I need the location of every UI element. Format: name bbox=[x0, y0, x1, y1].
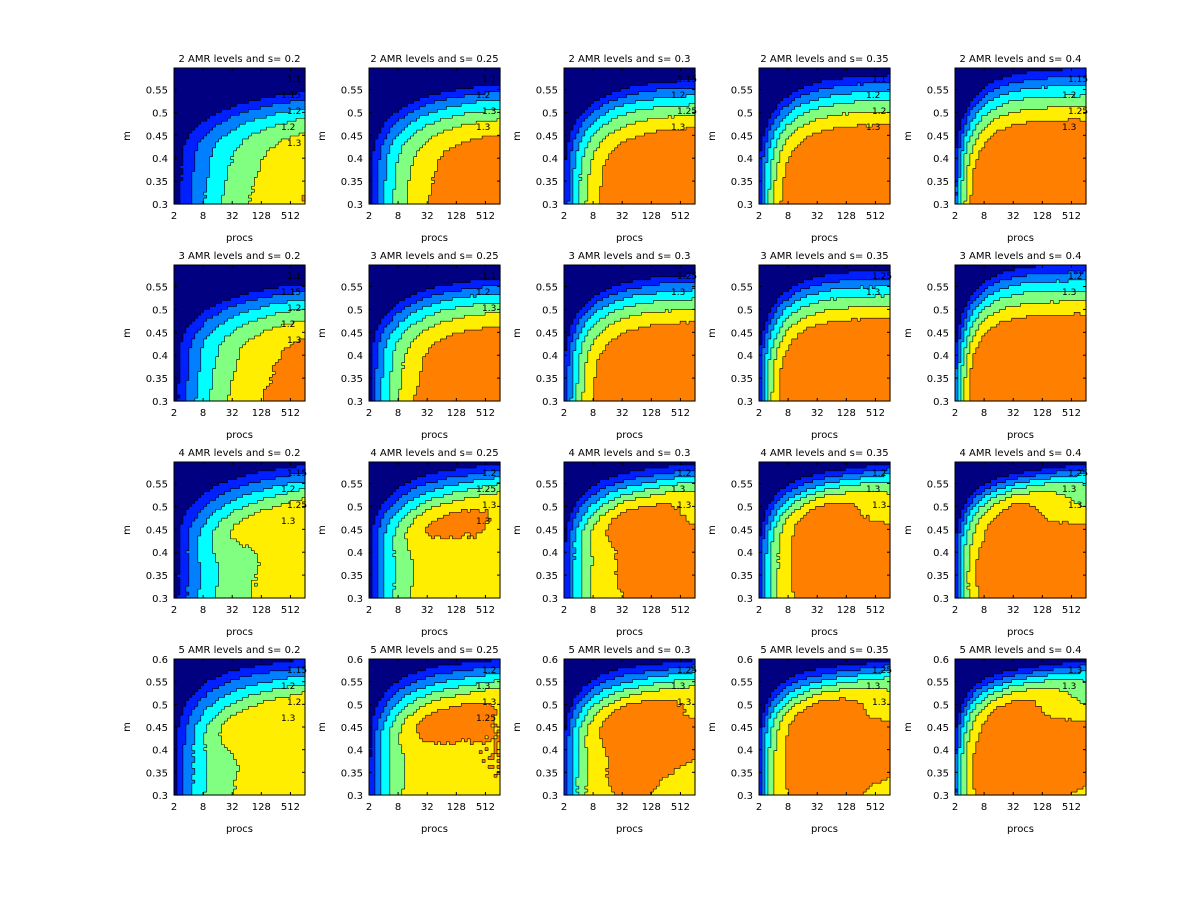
x-tick-label: 128 bbox=[447, 211, 466, 222]
y-tick-label: 0.5 bbox=[152, 108, 168, 119]
y-axis-label: m bbox=[122, 131, 133, 141]
y-tick-label: 0.35 bbox=[146, 177, 168, 188]
x-tick-label: 512 bbox=[476, 211, 495, 222]
contour-label: 1.2 bbox=[281, 123, 295, 133]
x-tick-label: 8 bbox=[200, 211, 206, 222]
y-tick-label: 0.55 bbox=[341, 86, 363, 97]
y-tick-label: 0.55 bbox=[146, 86, 168, 97]
y-tick-label: 0.4 bbox=[347, 154, 363, 165]
subplot-title: 2 AMR levels and s= 0.3 bbox=[569, 54, 691, 65]
y-tick-label: 0.45 bbox=[146, 131, 168, 142]
y-tick-label: 0.3 bbox=[347, 200, 363, 211]
y-tick-label: 0.3 bbox=[152, 200, 168, 211]
contour-label: 1.1 bbox=[287, 75, 301, 85]
subplot-title: 2 AMR levels and s= 0.25 bbox=[370, 54, 498, 65]
contour-label: 1.3 bbox=[482, 107, 496, 117]
y-tick-label: 0.35 bbox=[341, 177, 363, 188]
subplot-1: 2 AMR levels and s= 0.2 1.1 1.15 1.2 1.2 1.3 2… bbox=[122, 54, 306, 244]
contour-fill bbox=[174, 68, 306, 205]
x-tick-label: 2 bbox=[171, 211, 177, 222]
x-tick-label: 512 bbox=[281, 211, 300, 222]
x-tick-label: 32 bbox=[421, 211, 434, 222]
x-tick-label: 128 bbox=[252, 211, 271, 222]
y-tick-label: 0.45 bbox=[341, 131, 363, 142]
x-tick-label: 2 bbox=[366, 211, 372, 222]
x-axis-label: procs bbox=[421, 233, 448, 244]
x-axis-label: procs bbox=[226, 233, 253, 244]
x-tick-label: 8 bbox=[395, 211, 401, 222]
y-axis-label: m bbox=[317, 131, 328, 141]
x-tick-label: 32 bbox=[226, 211, 239, 222]
subplot-title: 2 AMR levels and s= 0.2 bbox=[179, 54, 301, 65]
contour-label: 1.1 bbox=[482, 75, 496, 85]
contour-label: 1.2 bbox=[476, 91, 490, 101]
contour-label: 1.15 bbox=[281, 91, 301, 101]
y-tick-label: 0.5 bbox=[347, 108, 363, 119]
y-tick-label: 0.4 bbox=[152, 154, 168, 165]
contour-label: 1.3 bbox=[287, 139, 301, 149]
contour-label: 1.2 bbox=[287, 107, 301, 117]
contour-label: 1.3 bbox=[476, 123, 490, 133]
subplot-2: 2 AMR levels and s= 0.25 1.1 1.2 1.3 1.3 2 8 32… bbox=[317, 54, 501, 244]
